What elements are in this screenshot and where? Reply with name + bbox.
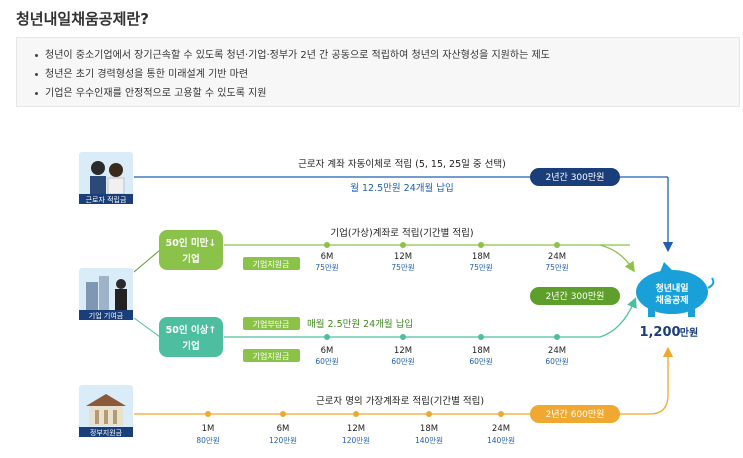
large-support-tag: 기업지원금 [243,349,300,362]
large-company-arrow: ↑ [208,325,216,336]
milestone-amount: 60만원 [391,357,414,366]
milestone-month: 12M [394,346,412,356]
milestone-amount: 80만원 [196,436,219,445]
milestone-month: 18M [420,424,438,434]
worker-route-label: 근로자 계좌 자동이체로 적립 (5, 15, 25일 중 선택) [298,158,506,170]
svg-text:2년간 600만원: 2년간 600만원 [546,409,605,420]
milestone-month: 24M [492,424,510,434]
government-milestones: 1M 80만원 6M 120만원 12M 120만원 18M 140만원 24M… [196,411,515,445]
milestone-dot [498,411,504,417]
pig-label-line2: 채움공제 [655,294,688,306]
milestone-dot [554,334,560,340]
milestone-month: 6M [277,424,290,434]
milestone-month: 6M [321,346,334,356]
company-icon: 기업 기여금 [79,268,133,320]
milestone-amount: 75만원 [469,263,492,272]
milestone-month: 24M [548,346,566,356]
milestone-amount: 60만원 [315,357,338,366]
company-route-label: 기업(가상)계좌로 적립(기간별 적립) [330,227,473,239]
intro-item: 청년은 초기 경력형성을 통한 미래설계 기반 마련 [35,65,739,84]
total-amount: 1,200 [639,325,680,340]
svg-text:기업부담금: 기업부담금 [253,319,290,329]
large-company-badge: 50인 이상↑ 기업 [159,317,223,357]
intro-item: 기업은 우수인재를 안정적으로 고용할 수 있도록 지원 [35,84,739,103]
small-company-label2: 기업 [182,253,199,265]
svg-text:기업지원금: 기업지원금 [253,260,290,269]
intro-box: 청년이 중소기업에서 장기근속할 수 있도록 청년·기업·정부가 2년 간 공동… [16,37,740,107]
milestone-month: 18M [472,346,490,356]
milestone-dot [554,242,560,248]
large-burden-tag: 기업부담금 [243,317,300,330]
milestone-amount: 75만원 [545,263,568,272]
worker-icon: 근로자 적립금 [79,152,133,204]
milestone-amount: 60만원 [469,357,492,366]
milestone-month: 12M [394,252,412,262]
milestone-dot [426,411,432,417]
milestone-dot [400,334,406,340]
milestone-amount: 75만원 [315,263,338,272]
company-icon-label: 기업 기여금 [89,311,124,320]
large-burden-text: 매월 2.5만원 24개월 납입 [307,318,413,330]
small-company-label: 50인 미만 [166,237,209,249]
piggy-bank-icon: 청년내일 채움공제 [636,262,715,317]
government-icon-label: 정부지원금 [90,428,123,437]
milestone-amount: 120만원 [342,436,370,445]
company-total-badge: 2년간 300만원 [530,287,620,305]
worker-icon-label: 근로자 적립금 [86,195,127,204]
svg-text:2년간 300만원: 2년간 300만원 [546,172,605,183]
intro-item: 청년이 중소기업에서 장기근속할 수 있도록 청년·기업·정부가 2년 간 공동… [35,46,739,65]
milestone-dot [400,242,406,248]
milestone-amount: 60만원 [545,357,568,366]
total-unit: 만원 [680,326,698,339]
page-title: 청년내일채움공제란? [16,10,149,28]
milestone-dot [324,242,330,248]
milestone-month: 1M [202,424,215,434]
milestone-amount: 75만원 [391,263,414,272]
small-milestones: 6M 75만원 12M 75만원 18M 75만원 24M 75만원 [315,242,569,272]
milestone-month: 24M [548,252,566,262]
milestone-month: 6M [321,252,334,262]
pig-label-line1: 청년내일 [655,282,688,294]
svg-text:50인 미만↓: 50인 미만↓ [166,237,217,249]
large-company-label2: 기업 [182,340,199,352]
milestone-dot [280,411,286,417]
government-total-badge: 2년간 600만원 [530,405,620,423]
worker-total-badge: 2년간 300만원 [530,168,620,186]
milestone-dot [478,334,484,340]
milestone-amount: 140만원 [487,436,515,445]
small-company-arrow: ↓ [208,238,216,249]
small-company-badge: 50인 미만↓ 기업 [159,230,223,270]
milestone-amount: 140만원 [415,436,443,445]
worker-monthly: 월 12.5만원 24개월 납입 [350,182,453,194]
government-icon: 정부지원금 [79,385,133,437]
milestone-month: 18M [472,252,490,262]
small-support-tag: 기업지원금 [243,257,300,270]
svg-text:기업지원금: 기업지원금 [253,352,290,361]
milestone-dot [478,242,484,248]
milestone-dot [353,411,359,417]
large-company-label: 50인 이상 [166,324,209,336]
milestone-amount: 120만원 [269,436,297,445]
large-milestones: 6M 60만원 12M 60만원 18M 60만원 24M 60만원 [315,334,569,366]
milestone-dot [324,334,330,340]
svg-text:50인 이상↑: 50인 이상↑ [166,324,217,336]
milestone-dot [205,411,211,417]
svg-text:2년간 300만원: 2년간 300만원 [546,291,605,302]
milestone-month: 12M [347,424,365,434]
government-route-label: 근로자 명의 가장계좌로 적립(기간별 적립) [316,395,484,407]
